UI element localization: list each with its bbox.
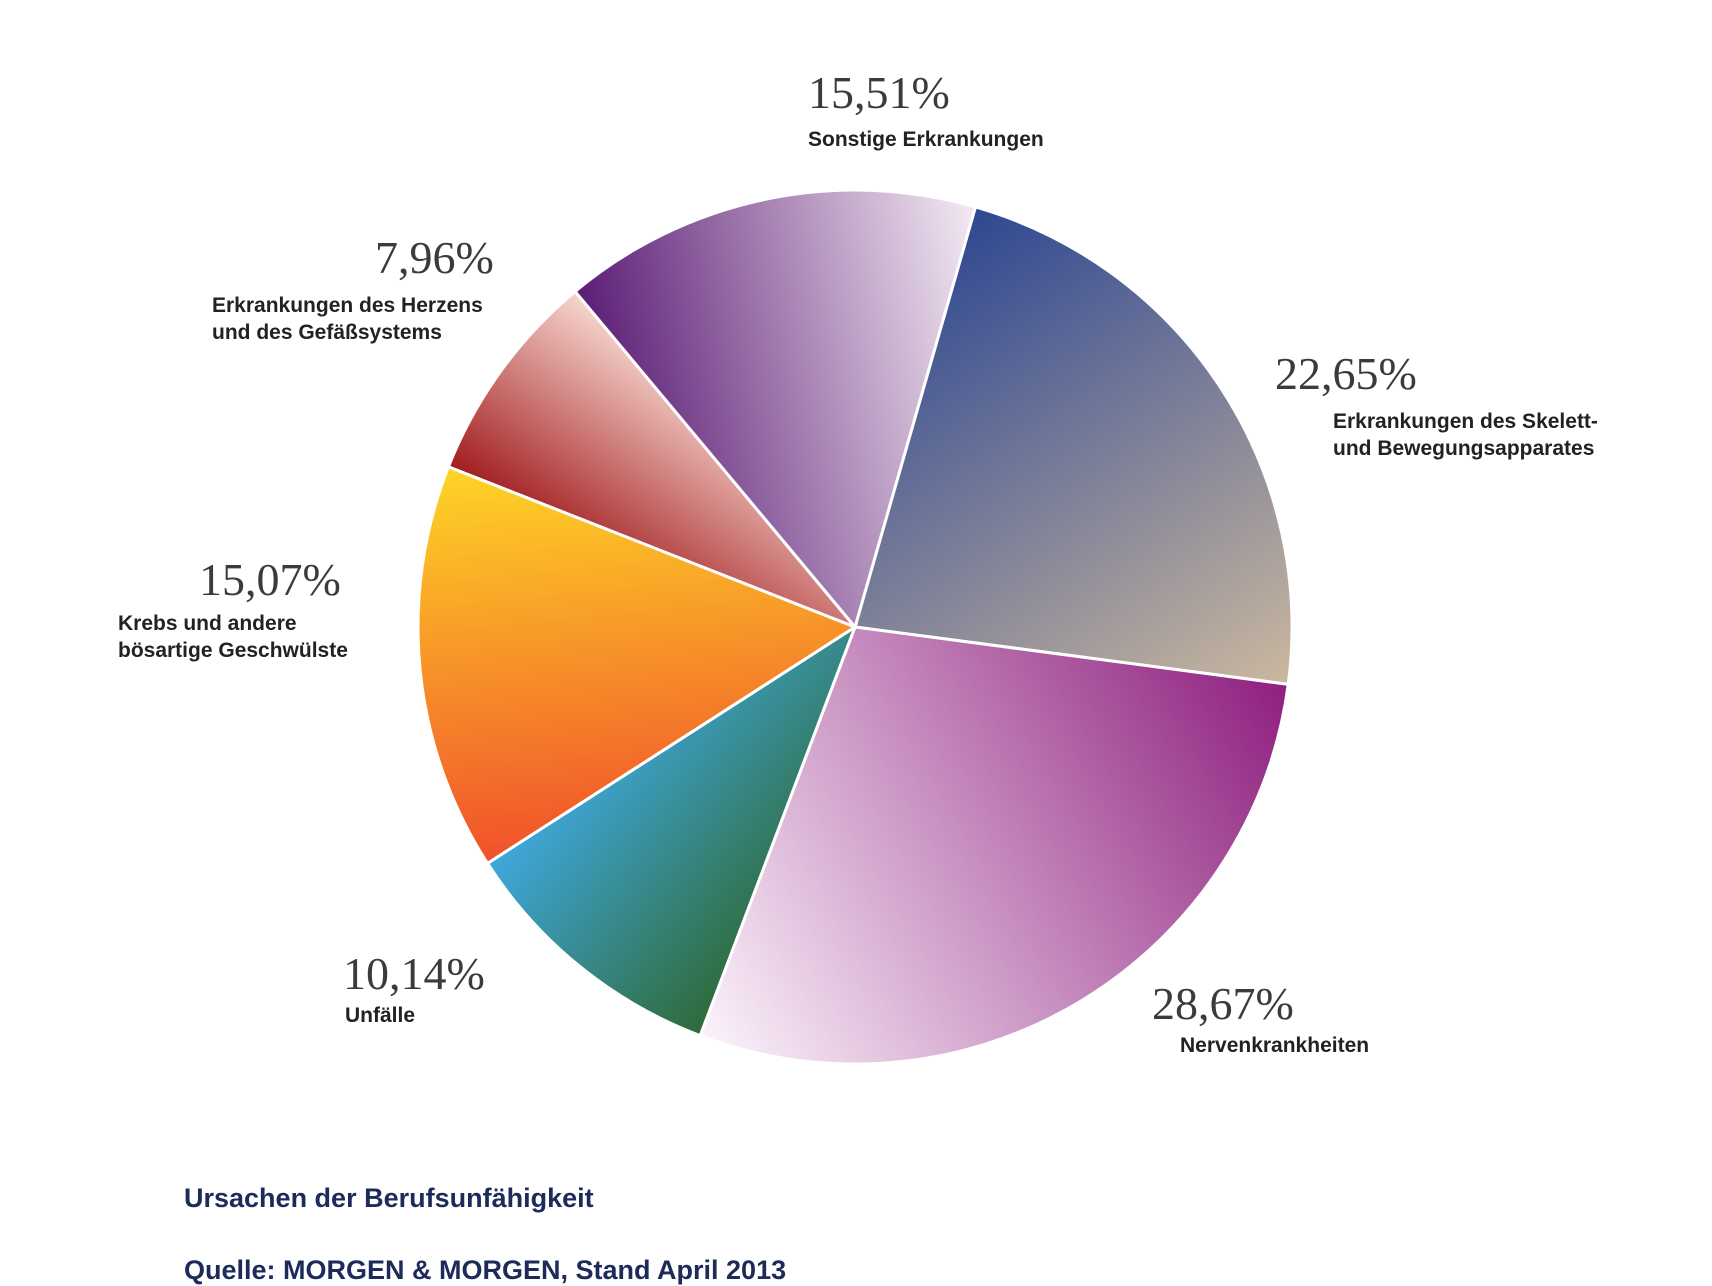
pie-slice-herz [446,289,857,629]
slice-category-label-skelett-2: und Bewegungsapparates [1333,437,1594,460]
pie-slice-unfaelle [485,623,859,1038]
chart-caption-source: Quelle: MORGEN & MORGEN, Stand April 201… [184,1255,787,1285]
slice-category-label-skelett: Erkrankungen des Skelett- [1333,410,1598,433]
slice-category-label-herz-2: und des Gefäßsystems [212,321,442,344]
slice-category-label-krebs: Krebs und andere [118,612,297,635]
slice-value-label-krebs: 15,07% [199,554,341,605]
slice-value-label-skelett: 22,65% [1275,348,1417,399]
slice-value-label-herz: 7,96% [375,232,494,283]
slice-category-label-herz: Erkrankungen des Herzens [212,294,483,317]
slice-value-label-sonstige: 15,51% [808,67,950,118]
chart-caption-title: Ursachen der Berufsunfähigkeit [184,1183,594,1213]
pie-slice-nerven [698,625,1290,1066]
slice-category-label-krebs-2: bösartige Geschwülste [118,639,348,662]
pie-slices [416,188,1294,1066]
pie-slice-krebs [416,464,859,866]
pie-slice-sonstige [572,188,978,631]
slice-value-label-unfaelle: 10,14% [343,948,485,999]
pie-slice-skelett [853,205,1294,687]
slice-category-label-sonstige: Sonstige Erkrankungen [808,128,1044,151]
slice-value-label-nerven: 28,67% [1152,978,1294,1029]
slice-category-label-nerven: Nervenkrankheiten [1180,1034,1369,1057]
slice-category-label-unfaelle: Unfälle [345,1004,415,1027]
